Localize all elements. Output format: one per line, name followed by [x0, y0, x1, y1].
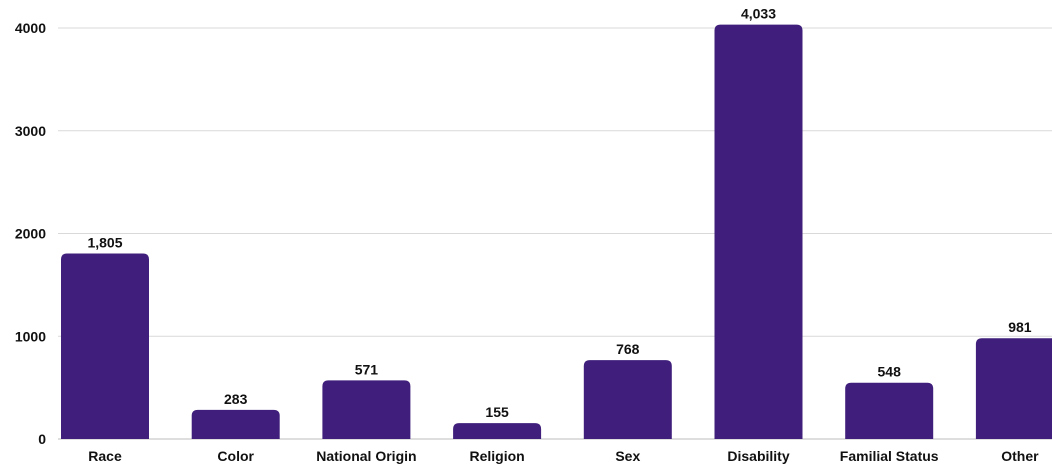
- y-tick-label: 2000: [15, 226, 46, 242]
- x-category-label: Disability: [727, 448, 789, 464]
- bar-religion: [453, 423, 542, 439]
- gridlines: [58, 27, 1052, 440]
- bar-familial-status: [845, 382, 934, 439]
- bar-value-label: 155: [485, 404, 509, 420]
- x-category-label: National Origin: [316, 448, 416, 464]
- bar-color: [191, 409, 280, 439]
- bar-value-label: 1,805: [87, 235, 122, 251]
- bar-value-labels: 1,805 283 571 155 768 4,033 548 981: [87, 6, 1031, 420]
- y-tick-label: 0: [38, 431, 46, 447]
- bar-value-label: 768: [616, 341, 640, 357]
- x-category-label: Familial Status: [840, 448, 939, 464]
- x-category-label: Sex: [615, 448, 640, 464]
- x-category-label: Religion: [469, 448, 524, 464]
- bar-other: [975, 338, 1052, 439]
- bar-value-label: 548: [878, 364, 902, 380]
- bars: [61, 24, 1052, 439]
- y-tick-label: 4000: [15, 20, 46, 36]
- bar-value-label: 283: [224, 391, 248, 407]
- y-axis-tick-labels: 0 1000 2000 3000 4000: [15, 20, 46, 447]
- bar-sex: [583, 360, 672, 439]
- bar-national-origin: [322, 380, 411, 439]
- bar-value-label: 571: [355, 361, 379, 377]
- bar-value-label: 4,033: [741, 6, 776, 22]
- bar-race: [61, 253, 149, 439]
- x-category-label: Color: [217, 448, 254, 464]
- bar-value-label: 981: [1008, 319, 1032, 335]
- y-tick-label: 1000: [15, 328, 46, 344]
- y-tick-label: 3000: [15, 123, 46, 139]
- bar-disability: [714, 24, 803, 439]
- x-category-label: Other: [1001, 448, 1039, 464]
- x-axis-category-labels: Race Color National Origin Religion Sex Disab…: [88, 448, 1039, 464]
- x-category-label: Race: [88, 448, 122, 464]
